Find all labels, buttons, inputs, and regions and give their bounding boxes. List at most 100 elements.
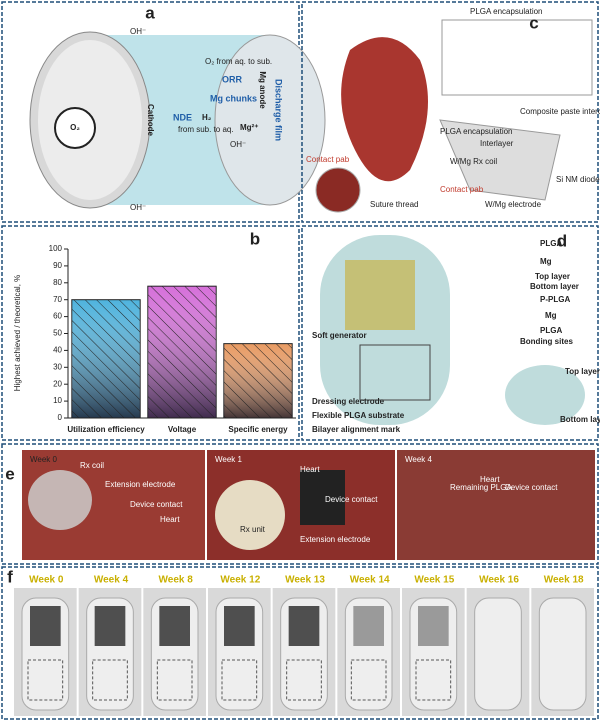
- panel-a: a OH⁻ O₂ from aq. to sub. ORR Mg chunks …: [1, 1, 326, 223]
- text: Mg: [545, 311, 557, 320]
- y-tick-label: 90: [53, 261, 62, 270]
- text: PLGA: [540, 239, 562, 248]
- text: Soft generator: [312, 331, 367, 340]
- panel-f: f Week 0 Week 4 Week 8 Week 12 Week 13 Week 1…: [1, 566, 599, 720]
- text: Flexible PLGA substrate: [312, 411, 405, 420]
- y-tick-label: 0: [58, 413, 63, 422]
- text: Composite paste interconnect: [520, 107, 600, 116]
- text: O₂: [70, 123, 80, 132]
- text: PLGA encapsulation: [440, 127, 513, 136]
- y-tick-label: 60: [53, 312, 62, 321]
- text: P-PLGA: [540, 295, 570, 304]
- text: OH⁻: [130, 203, 146, 212]
- text: W/Mg electrode: [485, 200, 542, 209]
- array: [30, 606, 61, 646]
- y-tick-label: 10: [53, 396, 62, 405]
- device: [538, 597, 587, 711]
- y-tick-label: 20: [53, 379, 62, 388]
- device: [344, 597, 393, 711]
- coil: [92, 659, 128, 701]
- text: Remaining PLGA: [450, 483, 512, 492]
- panel-label: b: [250, 229, 260, 248]
- text: PLGA: [540, 326, 562, 335]
- array: [418, 606, 449, 646]
- x-tick-label: Voltage: [168, 425, 197, 434]
- panel-label: a: [145, 3, 155, 22]
- text: Contact pab: [306, 155, 350, 164]
- y-axis-label: Highest achieved / theoretical, %: [13, 275, 22, 392]
- text: Heart: [160, 515, 180, 524]
- text: PLGA encapsulation: [470, 7, 543, 16]
- text: ORR: [222, 74, 243, 84]
- text: Week 1: [215, 455, 243, 464]
- week-label: Week 18: [544, 575, 584, 586]
- text: Week 4: [405, 455, 433, 464]
- text: Mg anode: [258, 71, 267, 109]
- array: [159, 606, 190, 646]
- text: Top layer: [535, 272, 570, 281]
- text: from sub. to aq.: [178, 125, 234, 134]
- panel-label: e: [5, 464, 14, 483]
- text: OH⁻: [130, 27, 146, 36]
- text: Mg²⁺: [240, 123, 258, 132]
- text: W/Mg Rx coil: [450, 157, 497, 166]
- panel-label: f: [7, 567, 13, 586]
- panel-c: c PLGA encapsulation Contact pab Suture …: [301, 1, 600, 223]
- week-label: Week 0: [29, 575, 64, 586]
- text: Bottom layer: [560, 415, 600, 424]
- y-tick-label: 100: [49, 244, 63, 253]
- text: Mg: [540, 257, 552, 266]
- array: [288, 606, 320, 646]
- week-label: Week 14: [350, 575, 390, 586]
- panel-label: c: [529, 13, 538, 32]
- device: [409, 597, 458, 711]
- y-tick-label: 30: [53, 362, 62, 371]
- text: Device contact: [505, 483, 558, 492]
- panel-b: b Highest achieved / theoretical, % 0 10 2…: [1, 225, 300, 441]
- y-tick-label: 50: [53, 329, 62, 338]
- text: Bilayer alignment mark: [312, 425, 401, 434]
- text: Discharge film: [274, 79, 284, 141]
- week-label: Week 4: [94, 575, 129, 586]
- text: Device contact: [130, 500, 183, 509]
- bar-hatch: [147, 286, 217, 418]
- array: [353, 606, 384, 646]
- text: Contact pab: [440, 185, 484, 194]
- array: [94, 606, 126, 646]
- week-label: Week 13: [285, 575, 325, 586]
- panel-d: d PLGA Mg Top layer Bottom layer P-PLGA …: [301, 225, 600, 441]
- panel-e: e Week 0 Rx coil Extension electrode Dev…: [1, 443, 599, 565]
- text: OH⁻: [230, 140, 246, 149]
- panel-label: d: [557, 231, 567, 250]
- coil: [350, 659, 387, 701]
- x-tick-label: Utilization efficiency: [67, 425, 145, 434]
- y-tick-label: 40: [53, 346, 62, 355]
- bar-hatch: [223, 343, 293, 418]
- text: Week 0: [30, 455, 58, 464]
- text: NDE: [173, 112, 192, 122]
- array: [224, 606, 255, 646]
- y-tick-label: 80: [53, 278, 62, 287]
- week-label: Week 8: [159, 575, 194, 586]
- text: Cathode: [146, 104, 155, 137]
- text: Rx unit: [240, 525, 266, 534]
- text: Dressing electrode: [312, 397, 385, 406]
- text: Rx coil: [80, 461, 104, 470]
- text: Mg chunks: [210, 93, 257, 103]
- text: Extension electrode: [300, 535, 371, 544]
- coil: [221, 659, 258, 701]
- text: Si NM diode: [556, 175, 600, 184]
- text: Heart: [300, 465, 320, 474]
- device: [474, 597, 522, 711]
- bar-hatch: [71, 299, 141, 418]
- text: O₂ from aq. to sub.: [205, 57, 272, 66]
- week-label: Week 16: [479, 575, 519, 586]
- week-label: Week 15: [414, 575, 454, 586]
- coil: [156, 659, 193, 701]
- coil: [415, 659, 452, 701]
- week-label: Week 12: [220, 575, 260, 586]
- text: Suture thread: [370, 200, 418, 209]
- coil: [27, 659, 64, 701]
- text: Interlayer: [480, 139, 514, 148]
- text: Extension electrode: [105, 480, 176, 489]
